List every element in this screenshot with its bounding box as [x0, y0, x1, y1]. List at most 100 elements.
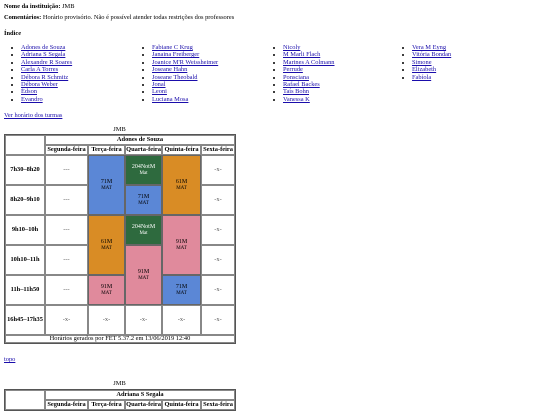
index-item[interactable]: Simone — [412, 59, 451, 66]
index-link[interactable]: Vanessa K — [283, 95, 310, 103]
index-link[interactable]: Perrude — [283, 66, 303, 74]
index-link[interactable]: Nicoly — [283, 44, 301, 51]
index-link[interactable]: Carla A Torres — [21, 66, 59, 74]
corner-cell — [5, 135, 45, 155]
time-slot-header: 11h–11h50 — [5, 275, 45, 305]
index-item[interactable]: Débora R Schmitz — [21, 74, 72, 81]
index-link[interactable]: Débora Weber — [21, 80, 58, 88]
teacher-name-header: Adones de Souza — [45, 135, 235, 145]
empty-slot: -x- — [201, 185, 235, 215]
index-link[interactable]: Elizabeth — [412, 66, 437, 74]
index-link[interactable]: Adriana S Segala — [21, 51, 66, 59]
index-link[interactable]: Marines A Colmann — [283, 58, 335, 66]
day-header-wednesday: Quarta-feira — [125, 145, 162, 155]
class-block: 71M MAT — [162, 275, 201, 305]
subject-label: MAT — [138, 275, 149, 281]
timetable: Adriana S Segala Segunda-feira Terça-fei… — [4, 389, 236, 411]
index-item[interactable]: Nicoly — [283, 44, 334, 51]
index-item[interactable]: Joanice M'R Weissheimer — [152, 59, 218, 66]
index-item[interactable]: Jonal — [152, 81, 218, 88]
index-item[interactable]: Fabíola — [412, 74, 451, 81]
index-item[interactable]: Adones de Souza — [21, 44, 72, 51]
index-item[interactable]: Fabiane C Krug — [152, 44, 218, 51]
class-block: 71M MAT — [88, 155, 125, 215]
index-link[interactable]: Ponsciana — [283, 73, 309, 81]
index-link[interactable]: Leoni — [152, 88, 167, 96]
index-link[interactable]: Débora R Schmitz — [21, 73, 69, 81]
empty-slot: -x- — [201, 305, 235, 335]
index-link[interactable]: Evandro — [21, 95, 43, 103]
time-slot-header: 8h20–9h10 — [5, 185, 45, 215]
index-item[interactable]: Édson — [21, 88, 72, 95]
index-item[interactable]: Alexandre R Soares — [21, 59, 72, 66]
index-item[interactable]: Elizabeth — [412, 66, 451, 73]
index-item[interactable]: Luciana Mosa — [152, 96, 218, 103]
subject-label: MAT — [138, 200, 149, 206]
index-item[interactable]: Taís Bohn — [283, 88, 334, 95]
index-link[interactable]: Simone — [412, 58, 432, 66]
index-link[interactable]: Fabíola — [412, 73, 432, 81]
index-item[interactable]: Débora Weber — [21, 81, 72, 88]
class-block: 61M MAT — [88, 215, 125, 275]
index-link[interactable]: Vitória Bondan — [412, 51, 452, 59]
index-item[interactable]: Evandro — [21, 96, 72, 103]
day-header-thursday: Quinta-feira — [162, 145, 201, 155]
index-link[interactable]: Joanice M'R Weissheimer — [152, 58, 219, 66]
index-link[interactable]: Édson — [21, 88, 37, 96]
index-item[interactable]: Ponsciana — [283, 74, 334, 81]
table-caption: JMB — [113, 126, 126, 133]
class-block: 91M MAT — [88, 275, 125, 305]
class-block: 91M MAT — [125, 245, 162, 305]
empty-slot: --- — [45, 275, 88, 305]
class-block: 204NotM Mat — [125, 155, 162, 185]
table-caption: JMB — [113, 380, 126, 387]
index-item[interactable]: Joseane Theobald — [152, 74, 218, 81]
index-link[interactable]: Fabiane C Krug — [152, 44, 193, 51]
index-link[interactable]: Janaina Freiberger — [152, 51, 200, 59]
subject-label: MAT — [101, 245, 112, 251]
index-item[interactable]: M Marli Flach — [283, 51, 334, 58]
index-item[interactable]: Marines A Colmann — [283, 59, 334, 66]
index-column-4: Vera M Eyng Vitória Bondan Simone Elizab… — [404, 44, 451, 81]
index-item[interactable]: Carla A Torres — [21, 66, 72, 73]
index-link[interactable]: Luciana Mosa — [152, 95, 189, 103]
index-item[interactable]: Perrude — [283, 66, 334, 73]
class-label: 204NotM — [131, 163, 156, 170]
index-link[interactable]: Vera M Eyng — [412, 44, 447, 51]
empty-slot: --- — [45, 245, 88, 275]
index-link[interactable]: Rafael Backes — [283, 80, 320, 88]
empty-slot: -x- — [201, 275, 235, 305]
index-column-3: Nicoly M Marli Flach Marines A Colmann P… — [275, 44, 334, 103]
index-link[interactable]: Taís Bohn — [283, 88, 310, 96]
index-item[interactable]: Leoni — [152, 88, 218, 95]
time-slot-header: 10h10–11h — [5, 245, 45, 275]
index-link[interactable]: Alexandre R Soares — [21, 58, 73, 66]
subject-label: MAT — [101, 290, 112, 296]
index-title: Índice — [4, 30, 22, 37]
index-link[interactable]: Jonal — [152, 80, 166, 88]
empty-slot: -x- — [125, 305, 162, 335]
index-item[interactable]: Rafael Backes — [283, 81, 334, 88]
empty-slot: -x- — [88, 305, 125, 335]
index-link[interactable]: Joseane Theobald — [152, 73, 198, 81]
index-item[interactable]: Adriana S Segala — [21, 51, 72, 58]
view-class-schedules-link[interactable]: Ver horário dos turmas — [4, 112, 63, 119]
comments-label: Comentários: — [4, 14, 42, 21]
time-slot-header: 7h30–8h20 — [5, 155, 45, 185]
comments-text: Horário provisório. Não é possível atend… — [42, 14, 235, 21]
day-header-monday: Segunda-feira — [45, 400, 88, 410]
index-link[interactable]: Adones de Souza — [21, 44, 66, 51]
index-item[interactable]: Joseane Hahn — [152, 66, 218, 73]
timetable: Adones de Souza Segunda-feira Terça-feir… — [4, 134, 236, 344]
index-item[interactable]: Vera M Eyng — [412, 44, 451, 51]
index-link[interactable]: M Marli Flach — [283, 51, 321, 59]
empty-slot: -x- — [45, 305, 88, 335]
day-header-thursday: Quinta-feira — [162, 400, 201, 410]
index-item[interactable]: Vanessa K — [283, 96, 334, 103]
back-to-top-link[interactable]: topo — [4, 356, 16, 363]
index-item[interactable]: Janaina Freiberger — [152, 51, 218, 58]
index-item[interactable]: Vitória Bondan — [412, 51, 451, 58]
day-header-tuesday: Terça-feira — [88, 400, 125, 410]
subject-label: MAT — [176, 185, 187, 191]
index-link[interactable]: Joseane Hahn — [152, 66, 188, 74]
